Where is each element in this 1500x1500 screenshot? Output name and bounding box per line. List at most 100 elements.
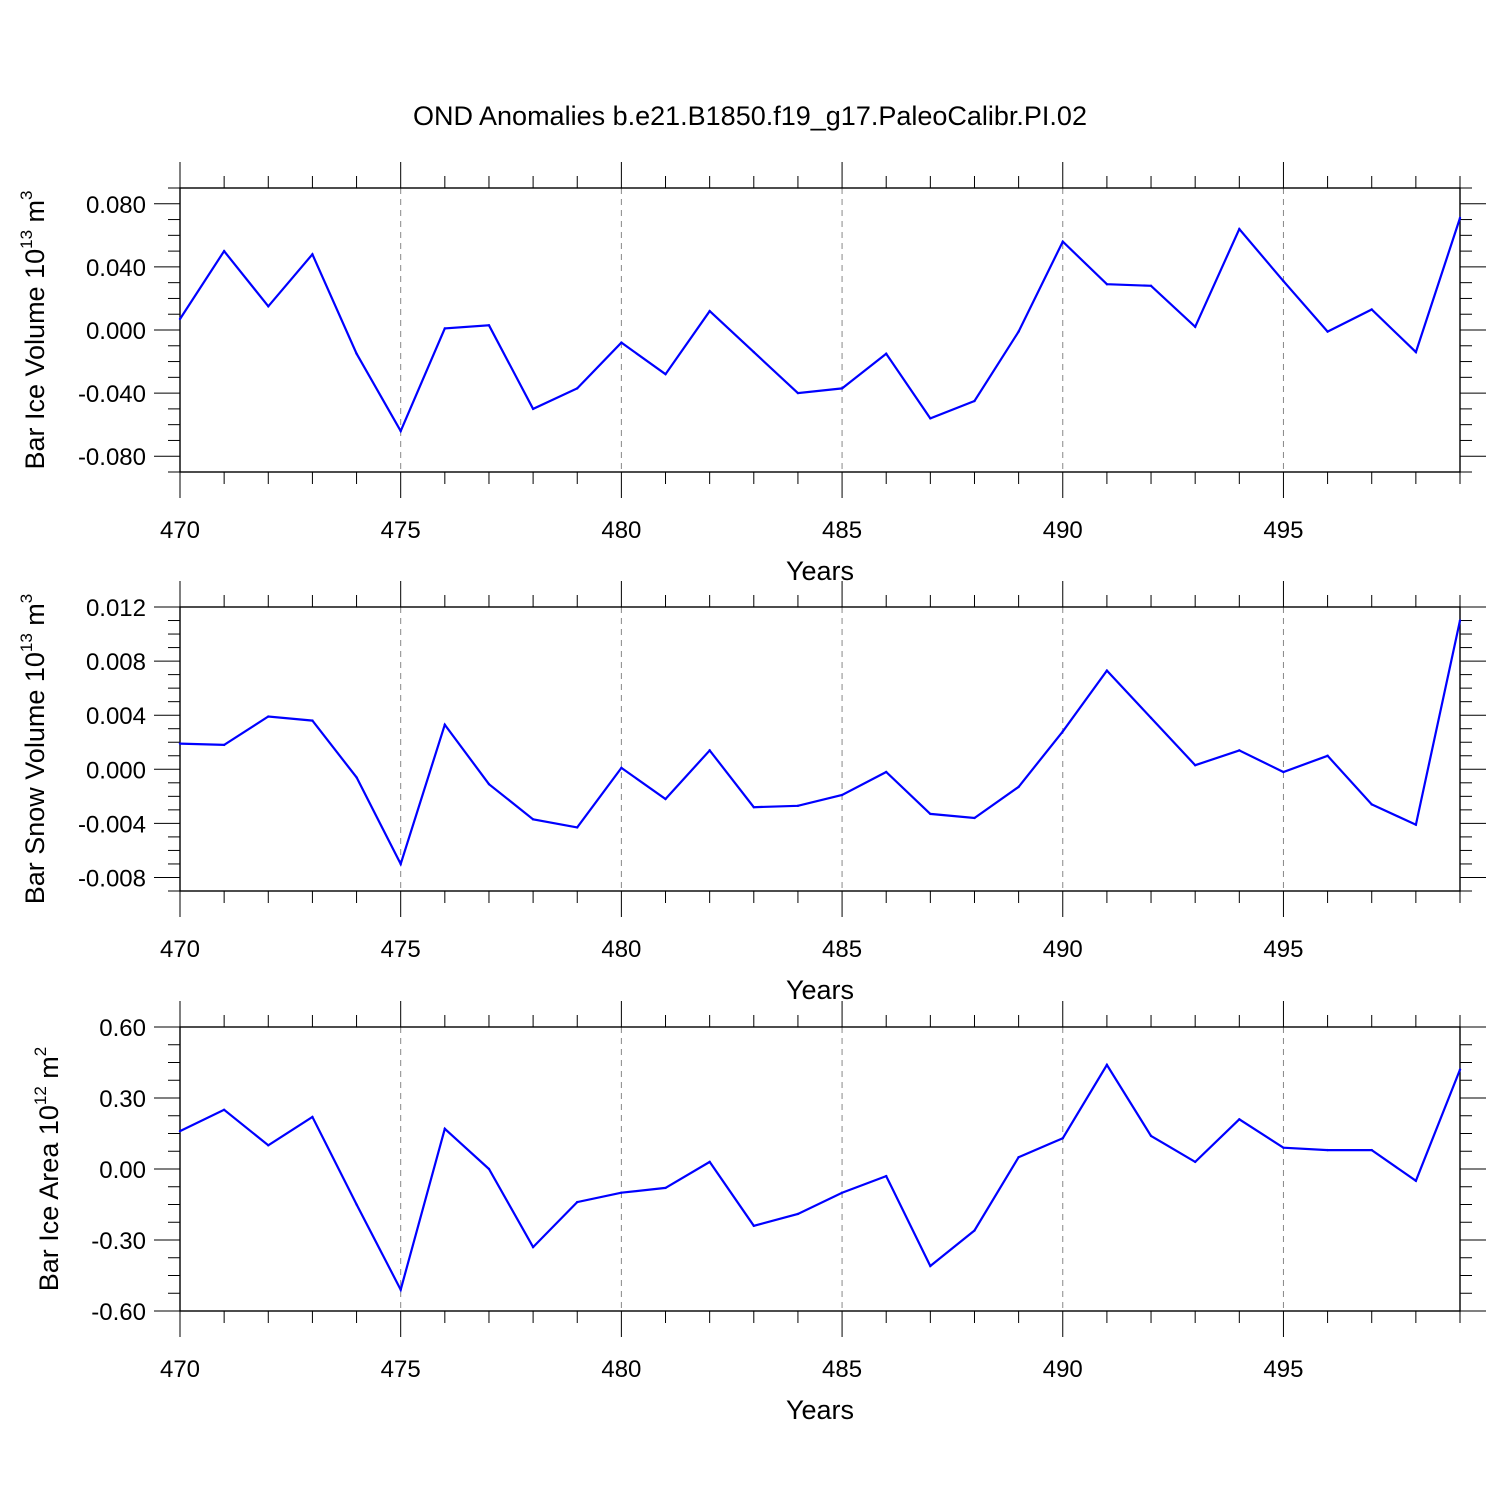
data-point	[1458, 1068, 1462, 1071]
series-line	[179, 1062, 1462, 1293]
x-axis-label: Years	[786, 556, 854, 586]
y-axis-label-superscript: 12	[31, 1086, 50, 1105]
y-tick-label: 0.004	[86, 703, 146, 730]
data-point	[355, 776, 358, 779]
data-point	[222, 249, 226, 253]
y-tick-label: -0.004	[78, 811, 146, 838]
panel-1: 470 475 480 485 490 495 Years -0.080 -0.040 0.000…	[17, 162, 1486, 586]
data-point	[752, 805, 755, 809]
data-point	[973, 816, 976, 820]
y-tick-label: 0.008	[86, 649, 146, 676]
data-point	[487, 324, 491, 327]
data-point	[1105, 283, 1109, 286]
data-point	[664, 797, 667, 801]
y-axis-label-text: Bar Snow Volume 10	[20, 652, 50, 904]
data-point	[443, 327, 447, 330]
x-tick-label: 490	[1043, 517, 1083, 544]
series-line	[179, 620, 1462, 867]
x-tick-label: 480	[601, 517, 641, 544]
data-point	[1238, 1118, 1241, 1121]
data-point	[1193, 1160, 1197, 1164]
y-tick-label: 0.30	[99, 1086, 146, 1113]
data-point	[1061, 240, 1064, 243]
data-point	[1149, 1134, 1153, 1138]
x-tick-label: 475	[381, 517, 421, 544]
data-point	[1458, 216, 1462, 220]
data-point	[355, 1203, 358, 1206]
y-axis-label-superscript: 3	[17, 594, 36, 603]
x-tick-label: 470	[160, 936, 200, 963]
data-point	[1238, 227, 1241, 231]
data-point	[885, 1174, 888, 1178]
data-point	[443, 1127, 447, 1130]
panel-2: 470 475 480 485 490 495 Years -0.008 -0.004 0.000…	[17, 581, 1486, 1005]
y-axis-label-text: m	[20, 603, 50, 633]
y-axis-label-superscript: 13	[17, 230, 36, 249]
data-point	[1370, 803, 1373, 806]
x-axis-label: Years	[786, 975, 854, 1005]
data-point	[531, 407, 535, 411]
y-tick-label: 0.00	[99, 1157, 146, 1184]
data-point	[1061, 730, 1064, 733]
x-tick-label: 490	[1043, 1356, 1083, 1383]
data-point	[267, 305, 270, 308]
data-point	[1326, 330, 1329, 333]
data-point	[222, 743, 226, 747]
data-point	[620, 341, 623, 344]
data-point	[1017, 1155, 1020, 1159]
data-point	[620, 766, 623, 770]
data-point	[1017, 785, 1020, 789]
data-point	[1370, 1148, 1373, 1152]
y-axis-label: Bar Ice Volume 1013 m3	[17, 190, 50, 469]
data-point	[1105, 1063, 1109, 1067]
x-tick-label: 475	[381, 1356, 421, 1383]
data-point	[664, 1186, 667, 1190]
y-axis-label: Bar Ice Area 1012 m2	[31, 1047, 64, 1292]
data-point	[311, 1115, 314, 1119]
data-point	[1017, 330, 1020, 333]
y-axis-label-text: m	[34, 1056, 64, 1086]
x-tick-label: 480	[601, 1356, 641, 1383]
data-point	[840, 387, 844, 390]
plot-frame	[179, 606, 1461, 892]
x-tick-label: 495	[1263, 936, 1303, 963]
data-point	[1414, 1179, 1418, 1183]
y-tick-label: 0.000	[86, 757, 146, 784]
data-point	[399, 1288, 402, 1291]
y-axis-label-text: Bar Ice Volume 10	[20, 249, 50, 470]
data-point	[1370, 308, 1373, 311]
x-tick-label: 470	[160, 517, 200, 544]
data-point	[222, 1108, 226, 1112]
y-tick-label: 0.000	[86, 318, 146, 345]
data-point	[576, 387, 579, 390]
data-point	[576, 826, 579, 829]
data-point	[1105, 669, 1109, 672]
y-tick-label: -0.008	[78, 865, 146, 892]
x-tick-label: 485	[822, 936, 862, 963]
y-axis-label-superscript: 3	[17, 190, 36, 199]
data-point	[531, 1245, 535, 1249]
data-point	[796, 391, 800, 395]
data-point	[576, 1200, 579, 1204]
y-tick-label: 0.080	[86, 192, 146, 219]
data-point	[399, 862, 402, 866]
y-tick-label: -0.30	[91, 1228, 146, 1255]
panels: 470 475 480 485 490 495Years-0.080-0.0400.000…	[17, 162, 1486, 1425]
x-tick-label: 470	[160, 1356, 200, 1383]
x-tick-label: 475	[381, 936, 421, 963]
y-axis-label-text: Bar Ice Area 10	[34, 1105, 64, 1291]
data-point	[178, 317, 182, 321]
data-point	[1282, 279, 1285, 283]
plot-frame	[179, 187, 1461, 473]
x-axis-label: Years	[786, 1395, 854, 1425]
x-tick-label: 495	[1263, 517, 1303, 544]
x-tick-label: 485	[822, 1356, 862, 1383]
data-point	[1458, 619, 1462, 622]
data-point	[796, 804, 800, 807]
data-point	[1149, 716, 1153, 720]
data-point	[840, 1191, 844, 1194]
y-tick-label: -0.040	[78, 381, 146, 408]
y-axis-label-superscript: 13	[17, 633, 36, 652]
data-point	[178, 1129, 182, 1133]
data-point	[708, 749, 711, 752]
